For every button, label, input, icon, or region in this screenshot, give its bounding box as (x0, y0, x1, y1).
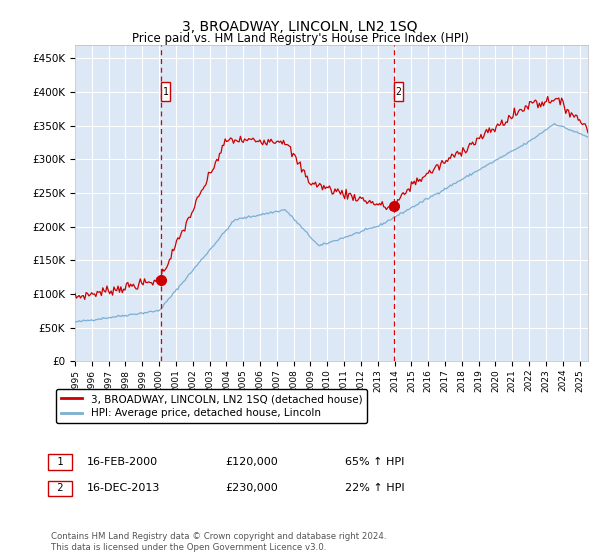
Text: 22% ↑ HPI: 22% ↑ HPI (345, 483, 404, 493)
Text: 16-DEC-2013: 16-DEC-2013 (87, 483, 160, 493)
Text: 2: 2 (395, 87, 401, 97)
Text: 1: 1 (51, 457, 70, 467)
Legend: 3, BROADWAY, LINCOLN, LN2 1SQ (detached house), HPI: Average price, detached hou: 3, BROADWAY, LINCOLN, LN2 1SQ (detached … (56, 389, 367, 423)
Text: Contains HM Land Registry data © Crown copyright and database right 2024.
This d: Contains HM Land Registry data © Crown c… (51, 532, 386, 552)
FancyBboxPatch shape (394, 82, 403, 101)
Text: 3, BROADWAY, LINCOLN, LN2 1SQ: 3, BROADWAY, LINCOLN, LN2 1SQ (182, 20, 418, 34)
Text: 1: 1 (163, 87, 169, 97)
Text: 2: 2 (51, 483, 70, 493)
Text: Price paid vs. HM Land Registry's House Price Index (HPI): Price paid vs. HM Land Registry's House … (131, 32, 469, 45)
FancyBboxPatch shape (161, 82, 170, 101)
Text: £230,000: £230,000 (225, 483, 278, 493)
Text: 65% ↑ HPI: 65% ↑ HPI (345, 457, 404, 467)
Text: 16-FEB-2000: 16-FEB-2000 (87, 457, 158, 467)
Text: £120,000: £120,000 (225, 457, 278, 467)
